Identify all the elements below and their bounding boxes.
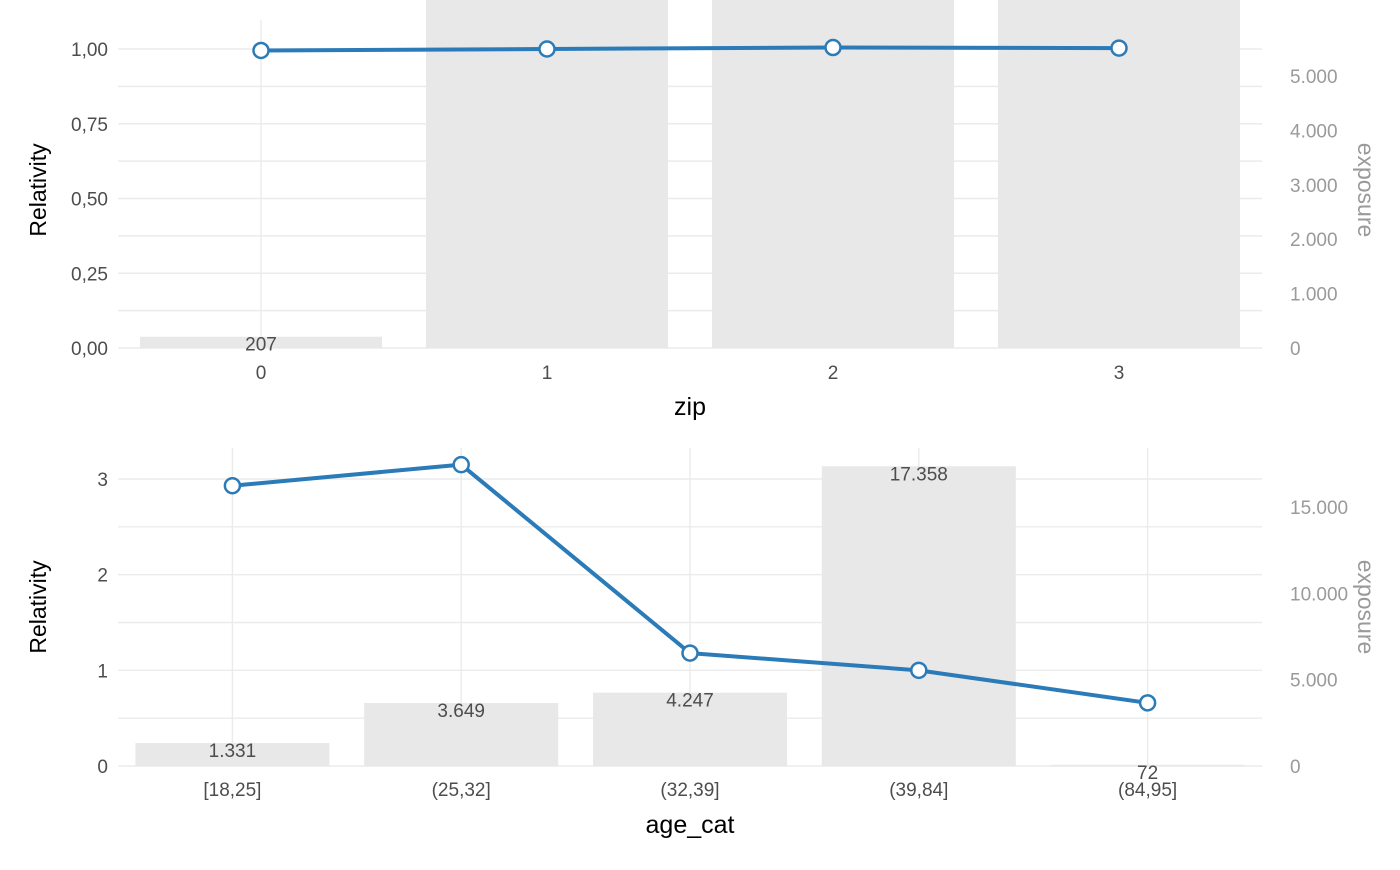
y2-tick-label: 5.000 xyxy=(1290,67,1338,88)
y-axis-title: Relativity xyxy=(25,143,51,237)
exposure-bar xyxy=(712,0,954,348)
relativity-point xyxy=(824,38,842,57)
x-axis-title: age_cat xyxy=(646,811,735,839)
relativity-point xyxy=(1138,694,1157,712)
exposure-bar xyxy=(364,702,559,766)
relativity-point xyxy=(452,455,470,474)
y2-tick-label: 0 xyxy=(1290,757,1301,778)
x-tick-label: [18,25] xyxy=(203,780,261,801)
y2-tick-label: 3.000 xyxy=(1290,176,1338,197)
y2-tick-label: 1.000 xyxy=(1290,285,1338,306)
exposure-bar xyxy=(135,743,330,766)
relativity-point xyxy=(681,644,699,662)
bar-value-label: 72 xyxy=(1137,763,1158,784)
relativity-line xyxy=(260,45,1120,53)
exposure-bar xyxy=(593,692,787,766)
exposure-bar xyxy=(821,466,1016,766)
y2-axis-title: exposure xyxy=(1353,143,1379,238)
x-tick-label: (25,32] xyxy=(432,780,491,801)
y-tick-label: 0 xyxy=(97,757,108,778)
exposure-bar xyxy=(1050,764,1245,767)
exposure-bar xyxy=(426,0,668,348)
age-cat-panel: 1.331 3.649 4.247 17.358 72 0 1 2 3 0 5.000 10.000 1… xyxy=(25,448,1379,839)
relativity-point xyxy=(538,40,556,58)
y-tick-label: 2 xyxy=(97,566,108,587)
x-axis-title: zip xyxy=(674,393,706,421)
y-tick-label: 0,50 xyxy=(71,190,108,211)
x-tick-label: 3 xyxy=(1114,363,1125,384)
exposure-bar xyxy=(140,336,382,348)
x-tick-label: 1 xyxy=(542,363,553,384)
y2-tick-label: 4.000 xyxy=(1290,121,1338,142)
y2-axis-title: exposure xyxy=(1353,560,1379,655)
relativity-point xyxy=(1110,39,1128,57)
y-tick-label: 1 xyxy=(97,661,108,682)
y2-tick-label: 0 xyxy=(1290,339,1301,360)
exposure-bar xyxy=(998,0,1240,348)
y-tick-label: 1,00 xyxy=(71,40,108,61)
relativity-point xyxy=(223,476,242,495)
y-tick-label: 0,25 xyxy=(71,264,108,285)
y-tick-label: 0,75 xyxy=(71,115,108,136)
x-tick-label: 0 xyxy=(256,363,267,384)
y-axis-title: Relativity xyxy=(25,560,51,654)
relativity-point xyxy=(252,41,270,60)
x-tick-label: (84,95] xyxy=(1118,780,1177,801)
x-tick-label: (39,84] xyxy=(889,780,948,801)
y2-tick-label: 10.000 xyxy=(1290,584,1348,605)
y2-tick-label: 15.000 xyxy=(1290,498,1348,519)
bar-value-label: 3.649 xyxy=(437,701,485,722)
bar-value-label: 17.358 xyxy=(890,464,948,485)
y2-tick-label: 2.000 xyxy=(1290,230,1338,251)
bar-value-label: 207 xyxy=(245,335,277,356)
zip-panel: 20711.0817.7837.5880,000,250,500,751,000… xyxy=(25,0,1379,421)
y2-tick-label: 5.000 xyxy=(1290,671,1338,692)
bar-value-label: 4.247 xyxy=(666,691,714,712)
x-tick-label: 2 xyxy=(828,363,839,384)
relativity-point xyxy=(910,661,928,680)
y-tick-label: 3 xyxy=(97,470,108,491)
y-tick-label: 0,00 xyxy=(71,339,108,360)
bar-value-label: 1.331 xyxy=(209,741,257,762)
x-tick-label: (32,39] xyxy=(660,780,719,801)
